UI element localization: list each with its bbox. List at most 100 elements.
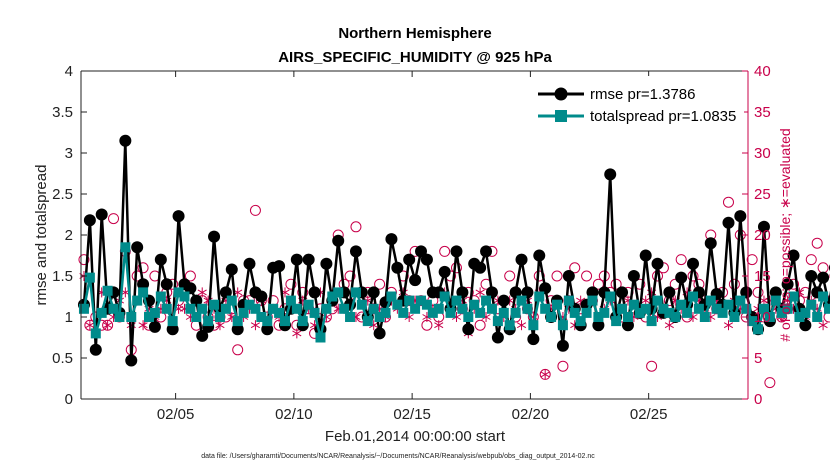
totalspread-point	[303, 299, 314, 310]
possible-obs-point	[592, 278, 604, 290]
totalspread-point	[197, 303, 208, 314]
totalspread-point	[788, 291, 799, 302]
rmse-point	[403, 253, 416, 266]
totalspread-point	[599, 307, 610, 318]
rmse-point	[675, 271, 688, 284]
rmse-point	[332, 234, 345, 247]
totalspread-point	[138, 287, 149, 298]
totalspread-point	[575, 316, 586, 327]
rmse-point	[261, 323, 274, 336]
asterisk-stroke	[250, 322, 261, 329]
possible-obs-point	[249, 204, 261, 216]
evaluated-obs-point	[475, 287, 485, 298]
rmse-point	[190, 294, 203, 307]
evaluated-obs-point	[197, 287, 207, 298]
rmse-point	[497, 294, 510, 307]
rmse-point	[95, 208, 108, 221]
evaluated-obs-point	[138, 320, 148, 331]
rmse-point	[373, 327, 386, 340]
totalspread-point	[569, 307, 580, 318]
totalspread-point	[534, 291, 545, 302]
asterisk-stroke	[434, 322, 444, 329]
totalspread-point	[670, 312, 681, 322]
legend-totalspread-marker	[555, 110, 567, 122]
rmse-point	[154, 253, 167, 266]
totalspread-point	[557, 320, 568, 331]
possible-obs-point	[137, 262, 149, 274]
totalspread-point	[350, 287, 361, 298]
rmse-point	[627, 270, 640, 282]
rmse-point	[349, 245, 362, 258]
totalspread-point	[658, 303, 669, 314]
asterisk-stroke	[664, 322, 674, 329]
asterisk-stroke	[652, 314, 663, 320]
possible-obs-point	[646, 360, 658, 372]
totalspread-point	[309, 307, 320, 318]
totalspread-point	[528, 320, 539, 331]
totalspread-point	[747, 316, 758, 327]
possible-obs-point	[675, 254, 687, 266]
rmse-point	[438, 265, 451, 278]
totalspread-point	[191, 312, 202, 322]
rmse-point	[769, 286, 782, 299]
totalspread-point	[392, 299, 403, 310]
rmse-point	[805, 270, 818, 282]
totalspread-point	[220, 303, 231, 314]
totalspread-point	[132, 295, 143, 306]
totalspread-point	[102, 285, 113, 296]
totalspread-point	[244, 299, 255, 310]
evaluated-obs-point	[103, 320, 113, 331]
totalspread-point	[504, 320, 515, 331]
rmse-point	[219, 286, 232, 299]
rmse-point	[420, 253, 433, 266]
totalspread-point	[120, 242, 131, 253]
rmse-point	[787, 249, 800, 262]
rmse-point	[131, 241, 144, 254]
totalspread-point	[741, 303, 752, 314]
rmse-point	[480, 245, 493, 258]
totalspread-point	[628, 299, 639, 310]
totalspread-point	[297, 316, 308, 327]
totalspread-point	[611, 316, 622, 327]
rmse-point	[308, 286, 321, 299]
rmse-point	[474, 261, 487, 274]
possible-obs-point	[78, 254, 90, 266]
totalspread-point	[427, 307, 438, 318]
totalspread-point	[345, 312, 356, 322]
asterisk-stroke	[85, 322, 95, 329]
totalspread-point	[238, 307, 249, 318]
totalspread-point	[416, 295, 427, 306]
rmse-point	[515, 253, 528, 266]
rmse-point	[592, 319, 605, 332]
totalspread-point	[800, 307, 811, 318]
y-tick-label: 3.5	[52, 104, 73, 121]
rmse-point	[485, 286, 498, 299]
y2-tick-label: 0	[754, 391, 762, 408]
rmse-point	[83, 214, 96, 227]
totalspread-point	[546, 312, 557, 322]
totalspread-point	[652, 295, 663, 306]
rmse-point	[208, 230, 221, 243]
totalspread-point	[321, 303, 332, 314]
rmse-point	[586, 286, 599, 299]
totalspread-point	[421, 299, 432, 310]
totalspread-point	[552, 299, 563, 310]
totalspread-point	[764, 312, 775, 322]
possible-obs-point	[569, 262, 581, 274]
x-axis-label: Feb.01,2014 00:00:00 start	[325, 428, 506, 445]
evaluated-obs-point	[434, 320, 444, 331]
rmse-point	[663, 286, 676, 299]
rmse-point	[621, 319, 634, 332]
totalspread-point	[451, 295, 462, 306]
totalspread-point	[214, 312, 225, 322]
totalspread-point	[315, 332, 326, 343]
evaluated-obs-point	[818, 320, 828, 331]
asterisk-stroke	[103, 322, 113, 329]
rmse-point	[119, 134, 132, 147]
asterisk-stroke	[321, 314, 331, 320]
rmse-point	[184, 282, 197, 295]
totalspread-point	[664, 307, 675, 318]
x-tick-label: 02/25	[630, 406, 668, 423]
y2-tick-label: 40	[754, 63, 771, 80]
y2-axis-label: # of obs: o=possible; ∗=evaluated	[777, 128, 793, 341]
